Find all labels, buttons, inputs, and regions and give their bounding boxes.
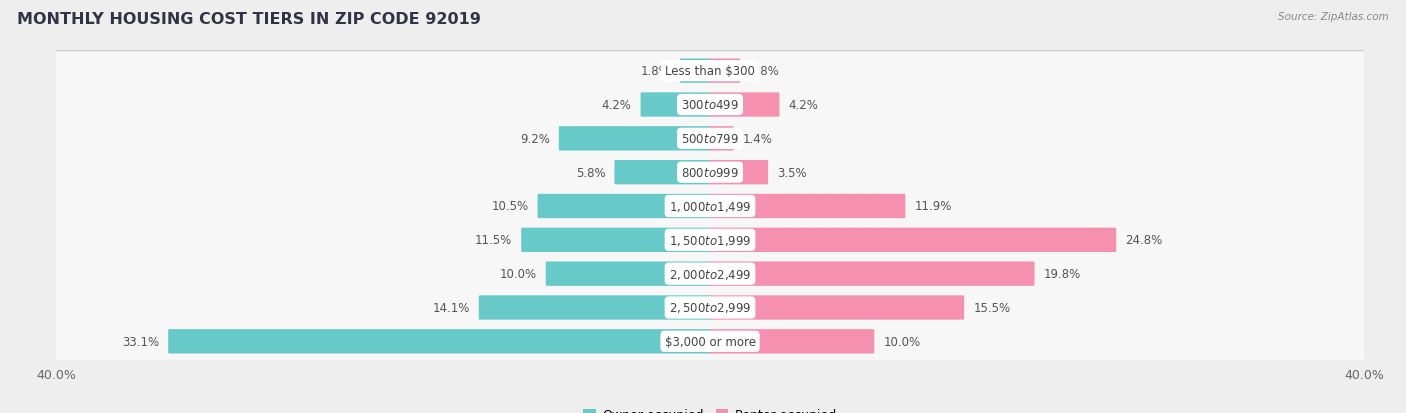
FancyBboxPatch shape <box>641 93 711 117</box>
Text: $800 to $999: $800 to $999 <box>681 166 740 179</box>
FancyBboxPatch shape <box>709 296 965 320</box>
Text: $2,000 to $2,499: $2,000 to $2,499 <box>669 267 751 281</box>
FancyBboxPatch shape <box>709 228 1116 252</box>
Text: 4.2%: 4.2% <box>789 99 818 112</box>
Text: $2,500 to $2,999: $2,500 to $2,999 <box>669 301 751 315</box>
FancyBboxPatch shape <box>614 161 711 185</box>
FancyBboxPatch shape <box>39 53 1381 90</box>
Text: 10.0%: 10.0% <box>883 335 921 348</box>
Text: $500 to $799: $500 to $799 <box>681 133 740 145</box>
FancyBboxPatch shape <box>479 296 711 320</box>
FancyBboxPatch shape <box>546 262 711 286</box>
Text: 9.2%: 9.2% <box>520 133 550 145</box>
FancyBboxPatch shape <box>709 329 875 354</box>
Text: MONTHLY HOUSING COST TIERS IN ZIP CODE 92019: MONTHLY HOUSING COST TIERS IN ZIP CODE 9… <box>17 12 481 27</box>
FancyBboxPatch shape <box>709 262 1035 286</box>
FancyBboxPatch shape <box>709 195 905 218</box>
Text: 1.8%: 1.8% <box>641 65 671 78</box>
FancyBboxPatch shape <box>39 87 1381 124</box>
Text: 11.9%: 11.9% <box>914 200 952 213</box>
Text: $1,500 to $1,999: $1,500 to $1,999 <box>669 233 751 247</box>
FancyBboxPatch shape <box>39 289 1381 326</box>
FancyBboxPatch shape <box>39 323 1381 360</box>
Legend: Owner-occupied, Renter-occupied: Owner-occupied, Renter-occupied <box>578 404 842 413</box>
FancyBboxPatch shape <box>709 93 779 117</box>
Text: 1.4%: 1.4% <box>742 133 772 145</box>
Text: 1.8%: 1.8% <box>749 65 779 78</box>
FancyBboxPatch shape <box>709 127 734 151</box>
Text: 4.2%: 4.2% <box>602 99 631 112</box>
FancyBboxPatch shape <box>522 228 711 252</box>
FancyBboxPatch shape <box>39 255 1381 292</box>
FancyBboxPatch shape <box>39 188 1381 225</box>
Text: 3.5%: 3.5% <box>778 166 807 179</box>
FancyBboxPatch shape <box>39 121 1381 158</box>
Text: 15.5%: 15.5% <box>973 301 1011 314</box>
Text: 14.1%: 14.1% <box>433 301 470 314</box>
Text: 11.5%: 11.5% <box>475 234 512 247</box>
Text: 24.8%: 24.8% <box>1125 234 1163 247</box>
Text: Less than $300: Less than $300 <box>665 65 755 78</box>
FancyBboxPatch shape <box>679 59 711 84</box>
FancyBboxPatch shape <box>558 127 711 151</box>
FancyBboxPatch shape <box>709 59 741 84</box>
FancyBboxPatch shape <box>537 195 711 218</box>
Text: 10.5%: 10.5% <box>492 200 529 213</box>
FancyBboxPatch shape <box>39 222 1381 259</box>
Text: 5.8%: 5.8% <box>576 166 606 179</box>
Text: $3,000 or more: $3,000 or more <box>665 335 755 348</box>
Text: 33.1%: 33.1% <box>122 335 159 348</box>
Text: 19.8%: 19.8% <box>1043 268 1081 280</box>
FancyBboxPatch shape <box>709 161 768 185</box>
FancyBboxPatch shape <box>39 154 1381 191</box>
Text: Source: ZipAtlas.com: Source: ZipAtlas.com <box>1278 12 1389 22</box>
FancyBboxPatch shape <box>169 329 711 354</box>
Text: 10.0%: 10.0% <box>499 268 537 280</box>
Text: $300 to $499: $300 to $499 <box>681 99 740 112</box>
Text: $1,000 to $1,499: $1,000 to $1,499 <box>669 199 751 214</box>
